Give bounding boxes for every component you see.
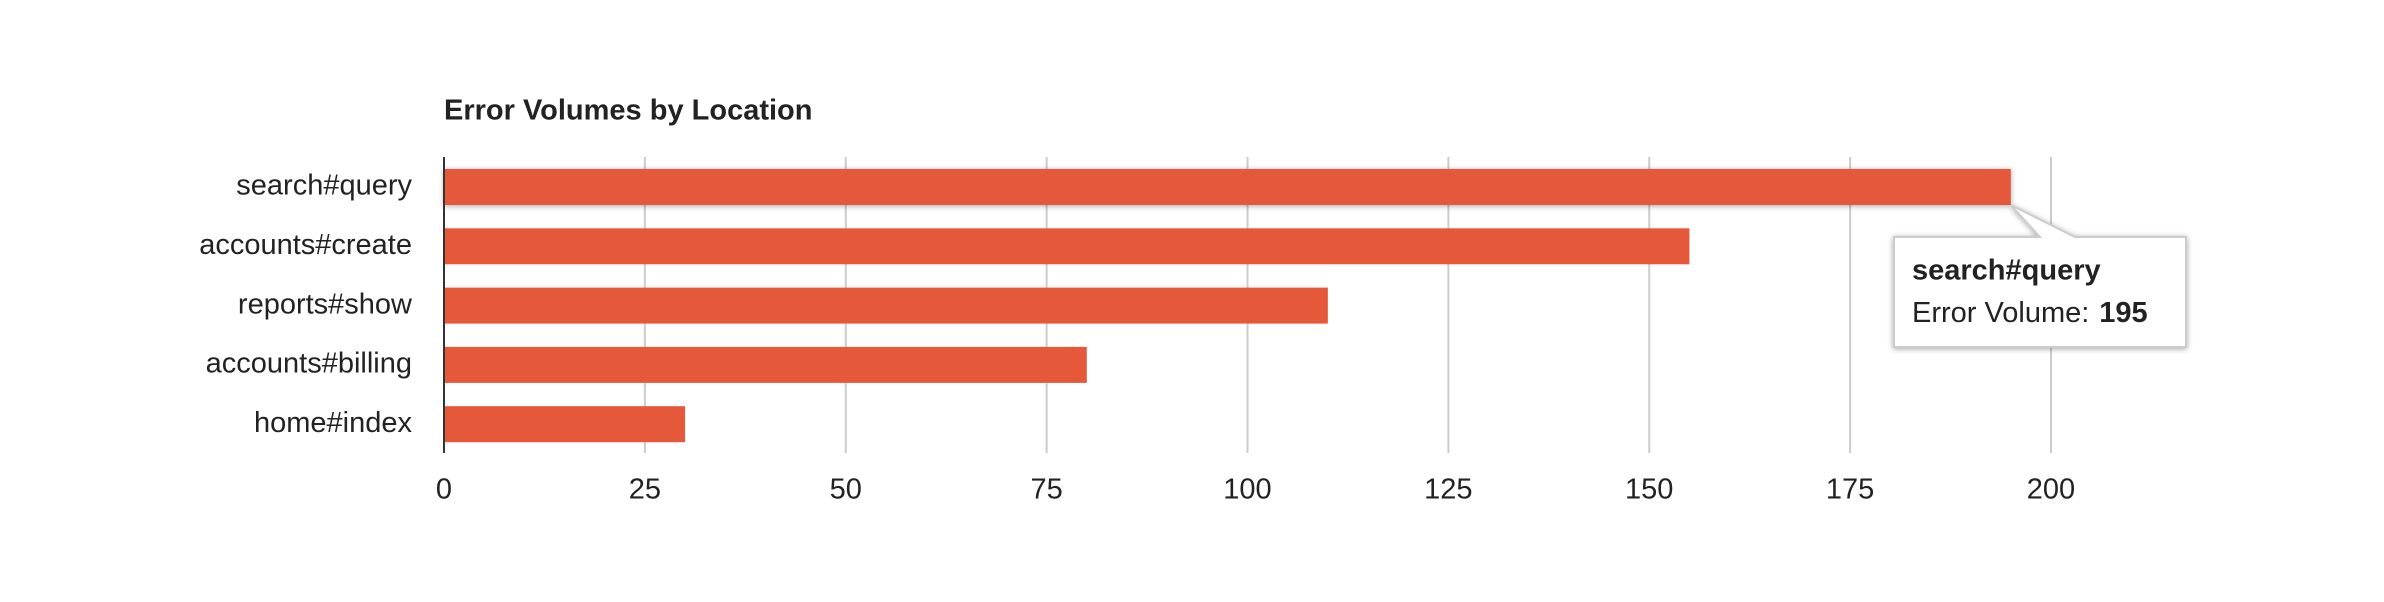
tooltip-label: Error Volume: — [1912, 297, 2089, 329]
bar — [444, 346, 1087, 383]
bar — [444, 228, 1690, 265]
x-tick-label: 100 — [1223, 474, 1271, 506]
x-tick-label: 150 — [1625, 474, 1673, 506]
bar — [444, 287, 1328, 324]
bar — [444, 169, 2011, 205]
y-tick-label: accounts#create — [199, 229, 412, 261]
tooltip: search#query Error Volume: 195 — [1893, 204, 2187, 348]
y-tick-label: accounts#billing — [206, 348, 412, 380]
x-tick-label: 0 — [436, 474, 452, 506]
chart-title: Error Volumes by Location — [444, 95, 812, 127]
x-tick-label: 25 — [629, 474, 661, 506]
x-tick-label: 75 — [1030, 474, 1062, 506]
tooltip-title: search#query — [1912, 255, 2101, 287]
tooltip-box — [1893, 204, 2187, 348]
y-tick-label: home#index — [254, 407, 412, 439]
x-tick-label: 175 — [1826, 474, 1874, 506]
y-tick-label: search#query — [236, 170, 412, 202]
bar — [444, 406, 686, 443]
x-tick-label: 200 — [2027, 474, 2075, 506]
x-tick-label: 125 — [1424, 474, 1472, 506]
x-tick-label: 50 — [830, 474, 862, 506]
y-tick-label: reports#show — [238, 288, 413, 320]
tooltip-value: 195 — [2099, 297, 2147, 329]
tooltip-text: Error Volume: 195 — [1912, 297, 2148, 329]
